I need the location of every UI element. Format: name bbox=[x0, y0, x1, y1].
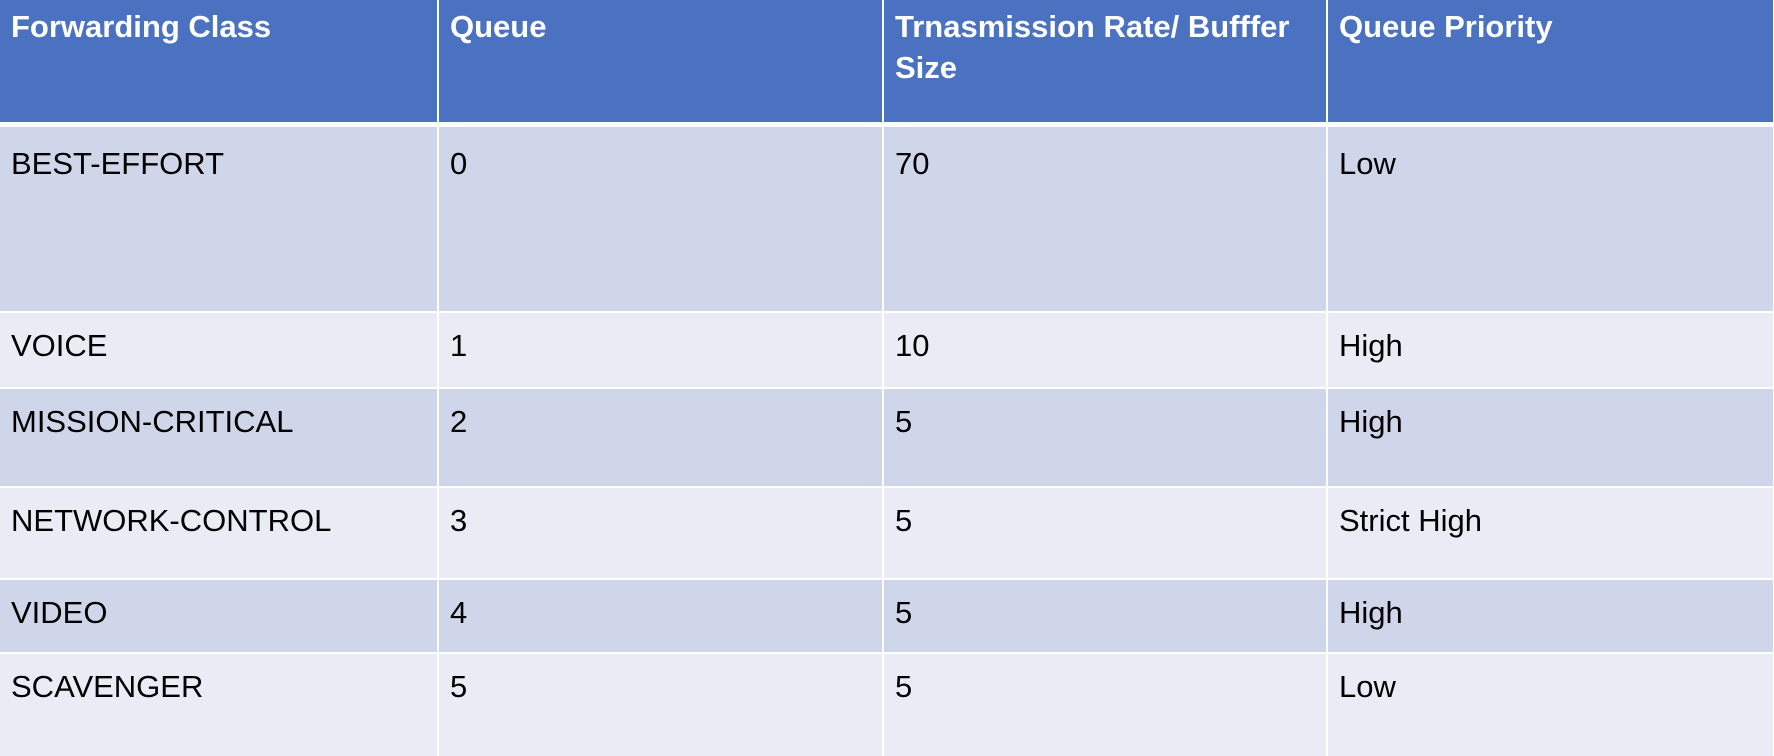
cell-transmission-rate: 70 bbox=[882, 124, 1328, 313]
cell-forwarding-class: VIDEO bbox=[0, 579, 439, 654]
table-row: VOICE 1 10 High bbox=[0, 312, 1774, 389]
table-row: VIDEO 4 5 High bbox=[0, 579, 1774, 654]
cell-transmission-rate: 5 bbox=[882, 388, 1328, 488]
table-row: MISSION-CRITICAL 2 5 High bbox=[0, 388, 1774, 488]
table-row: SCAVENGER 5 5 Low bbox=[0, 653, 1774, 756]
cell-queue-priority: Low bbox=[1326, 124, 1774, 313]
cell-queue-priority: Strict High bbox=[1326, 487, 1774, 580]
cell-forwarding-class: NETWORK-CONTROL bbox=[0, 487, 439, 580]
table-row: BEST-EFFORT 0 70 Low bbox=[0, 124, 1774, 313]
cell-queue: 4 bbox=[437, 579, 884, 654]
cell-queue: 2 bbox=[437, 388, 884, 488]
cell-forwarding-class: SCAVENGER bbox=[0, 653, 439, 756]
cell-queue-priority: High bbox=[1326, 579, 1774, 654]
cell-transmission-rate: 10 bbox=[882, 312, 1328, 389]
table-row: NETWORK-CONTROL 3 5 Strict High bbox=[0, 487, 1774, 580]
cell-queue: 1 bbox=[437, 312, 884, 389]
cell-transmission-rate: 5 bbox=[882, 579, 1328, 654]
header-queue: Queue bbox=[437, 0, 884, 127]
header-queue-priority: Queue Priority bbox=[1326, 0, 1774, 127]
cell-queue: 3 bbox=[437, 487, 884, 580]
cell-forwarding-class: VOICE bbox=[0, 312, 439, 389]
cell-queue-priority: High bbox=[1326, 388, 1774, 488]
cell-queue: 5 bbox=[437, 653, 884, 756]
cell-transmission-rate: 5 bbox=[882, 653, 1328, 756]
cell-forwarding-class: BEST-EFFORT bbox=[0, 124, 439, 313]
header-transmission-rate: Trnasmission Rate/ Bufffer Size bbox=[882, 0, 1328, 127]
header-forwarding-class: Forwarding Class bbox=[0, 0, 439, 127]
cell-queue-priority: High bbox=[1326, 312, 1774, 389]
cell-queue-priority: Low bbox=[1326, 653, 1774, 756]
cell-transmission-rate: 5 bbox=[882, 487, 1328, 580]
cell-queue: 0 bbox=[437, 124, 884, 313]
cell-forwarding-class: MISSION-CRITICAL bbox=[0, 388, 439, 488]
table-header-row: Forwarding Class Queue Trnasmission Rate… bbox=[0, 0, 1774, 127]
